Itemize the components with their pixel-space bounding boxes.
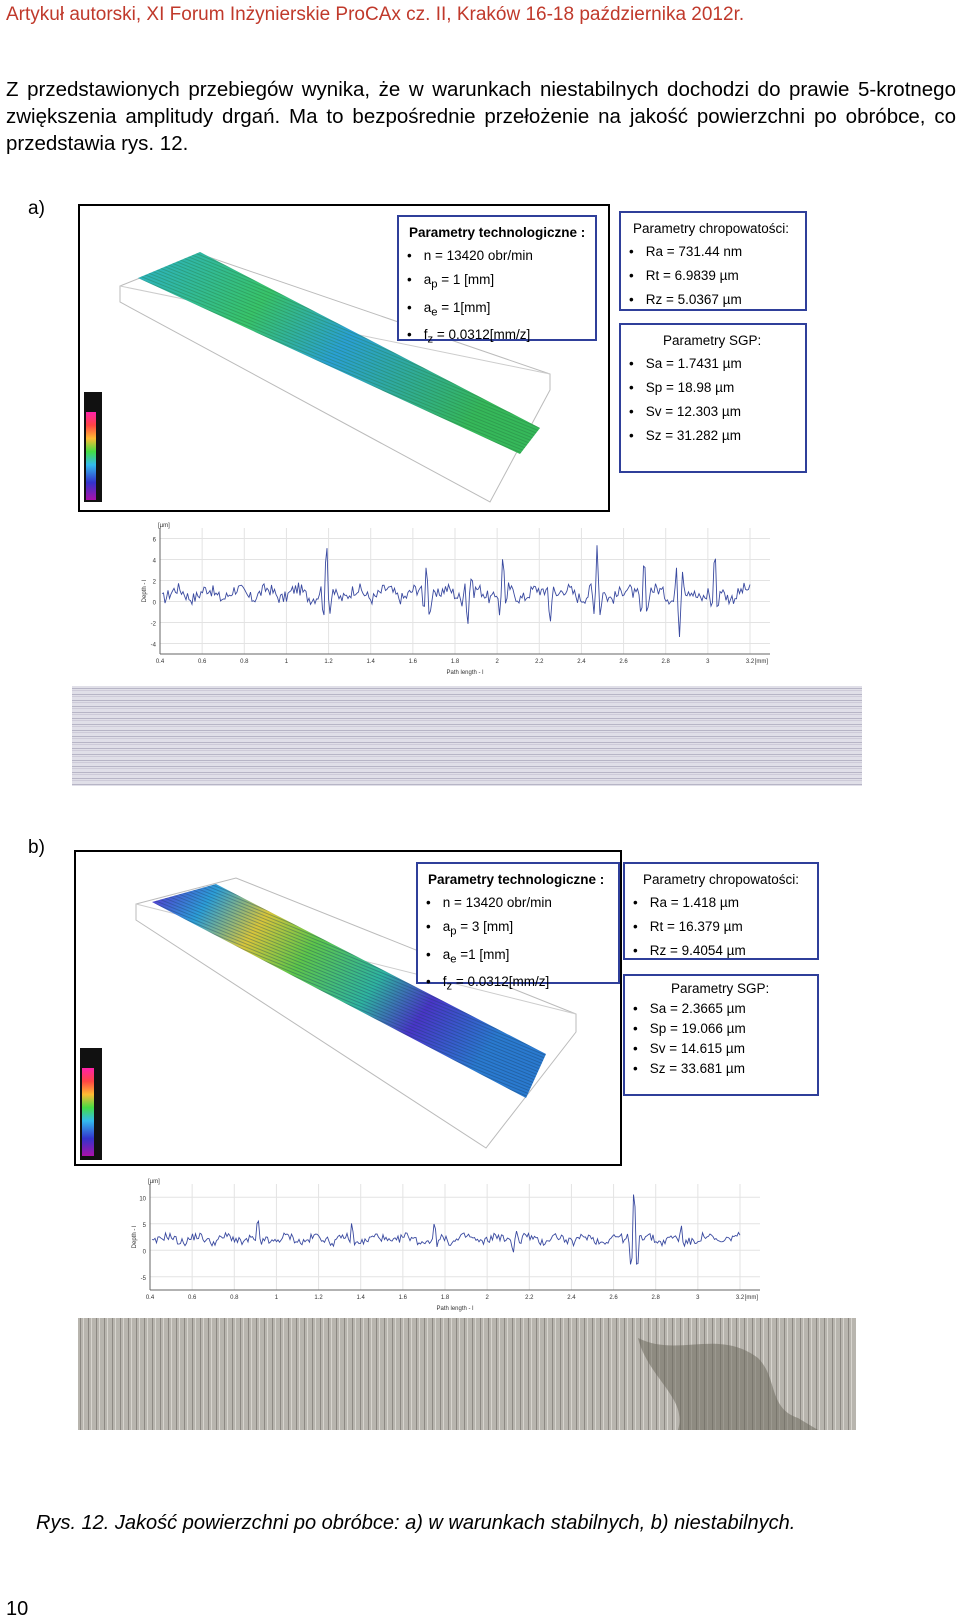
x-tick-label: 0.8 [240,659,249,665]
panel-a-label: a) [28,198,45,219]
y-tick-label: 6 [153,538,157,544]
x-tick-label: 1.8 [441,1295,450,1301]
sgp-sz: Sz = 31.282 µm [629,428,805,443]
roughness-title: Parametry chropowatości: [633,221,790,236]
tech-param-n: n = 13420 obr/min [426,895,618,910]
sgp-title: Parametry SGP: [671,981,770,996]
panel-a-profile-plot: 6 4 2 0 -2 -4 0.4 0.6 0.8 1 1.2 1.4 1.6 1.8 2 2.2 2.4 2.6… [140,520,780,676]
roughness-rt: Rt = 16.379 µm [633,919,817,934]
roughness-ra: Ra = 731.44 nm [629,244,805,259]
x-tick-label: 1.2 [324,659,333,665]
x-tick-label: 2.2 [535,659,544,665]
y-unit: [µm] [158,523,170,529]
x-tick-label: 0.6 [198,659,207,665]
sgp-sv: Sv = 14.615 µm [633,1041,817,1056]
roughness-rz: Rz = 5.0367 µm [629,292,805,307]
x-tick-label: 1.4 [367,659,376,665]
x-tick-label: 2 [495,659,499,665]
y-tick-label: 0 [143,1249,147,1255]
x-tick-label: 3 [696,1295,700,1301]
y-axis-label: Depth - l [142,580,148,603]
x-tick-label: 1 [285,659,289,665]
tech-param-ap: ap = 1 [mm] [407,272,595,291]
y-tick-label: 10 [139,1196,146,1202]
x-tick-label: 1.4 [357,1295,366,1301]
tech-params-title: Parametry technologiczne : [409,225,586,240]
x-tick-label: 0.4 [146,1295,155,1301]
x-tick-label: 1.6 [409,659,418,665]
sgp-sa: Sa = 2.3665 µm [633,1001,817,1016]
sgp-sz: Sz = 33.681 µm [633,1061,817,1076]
running-header: Artykuł autorski, XI Forum Inżynierskie … [6,4,745,25]
x-unit: [mm] [745,1295,759,1301]
x-tick-label: 0.6 [188,1295,197,1301]
tech-param-fz: fz = 0.0312[mm/z] [426,974,618,993]
x-tick-label: 2.6 [609,1295,618,1301]
sgp-sp: Sp = 19.066 µm [633,1021,817,1036]
panel-b-roughness-box: Parametry chropowatości: Ra = 1.418 µm R… [623,862,819,960]
sgp-sp: Sp = 18.98 µm [629,380,805,395]
tech-param-ae: ae =1 [mm] [426,947,618,966]
panel-b-profile-plot: 10 5 0 -5 0.4 0.6 0.8 1 1.2 1.4 1.6 1.8 2 2.2 2.4 2.6 2.… [130,1176,770,1312]
sgp-sa: Sa = 1.7431 µm [629,356,805,371]
x-tick-label: 2.4 [567,1295,576,1301]
x-unit: [mm] [755,659,769,665]
x-axis-label: Path length - l [446,670,483,676]
x-tick-label: 2.2 [525,1295,534,1301]
panel-b-surface-photo [78,1318,856,1430]
x-tick-label: 2 [485,1295,489,1301]
y-axis-label: Depth - l [132,1226,138,1249]
intro-paragraph: Z przedstawionych przebiegów wynika, że … [6,78,956,155]
x-tick-label: 2.8 [662,659,671,665]
tech-params-title: Parametry technologiczne : [428,872,605,887]
panel-a-surface-photo [72,686,862,786]
roughness-rz: Rz = 9.4054 µm [633,943,817,958]
profile-trace [151,1194,741,1265]
panel-a-roughness-box: Parametry chropowatości: Ra = 731.44 nm … [619,211,807,311]
panel-a-tech-params-box: Parametry technologiczne : n = 13420 obr… [397,215,597,346]
y-tick-label: 0 [153,601,157,607]
tech-param-ae: ae = 1[mm] [407,300,595,319]
y-unit: [µm] [148,1179,160,1185]
x-tick-label: 2.4 [577,659,586,665]
y-tick-label: -5 [141,1276,147,1282]
x-tick-label: 0.8 [230,1295,239,1301]
x-tick-label: 3 [706,659,710,665]
roughness-ra: Ra = 1.418 µm [633,895,817,910]
x-tick-label: 1.8 [451,659,460,665]
x-tick-label: 1 [275,1295,279,1301]
page-number: 10 [6,1598,29,1620]
x-tick-label: 2.6 [619,659,628,665]
x-tick-label: 0.4 [156,659,165,665]
y-tick-label: 4 [153,559,157,565]
sgp-sv: Sv = 12.303 µm [629,404,805,419]
x-tick-label: 2.8 [652,1295,661,1301]
tech-param-ap: ap = 3 [mm] [426,919,618,938]
profile-trace [161,545,751,638]
x-tick-label: 1.2 [314,1295,323,1301]
y-tick-label: -2 [151,622,157,628]
roughness-rt: Rt = 6.9839 µm [629,268,805,283]
tech-param-fz: fz = 0.0312[mm/z] [407,327,595,346]
y-tick-label: 2 [153,580,157,586]
roughness-title: Parametry chropowatości: [643,872,800,887]
x-tick-label: 3.2 [746,659,755,665]
sgp-title: Parametry SGP: [663,333,762,348]
panel-a-sgp-box: Parametry SGP: Sa = 1.7431 µm Sp = 18.98… [619,323,807,473]
tech-param-n: n = 13420 obr/min [407,248,595,263]
figure-caption: Rys. 12. Jakość powierzchni po obróbce: … [36,1512,796,1534]
y-tick-label: 5 [143,1223,147,1229]
panel-b-tech-params-box: Parametry technologiczne : n = 13420 obr… [416,862,620,993]
panel-b-label: b) [28,837,45,858]
x-axis-label: Path length - l [436,1306,473,1312]
x-tick-label: 1.6 [399,1295,408,1301]
panel-b-sgp-box: Parametry SGP: Sa = 2.3665 µm Sp = 19.06… [623,974,819,1096]
y-tick-label: -4 [151,643,157,649]
x-tick-label: 3.2 [736,1295,745,1301]
